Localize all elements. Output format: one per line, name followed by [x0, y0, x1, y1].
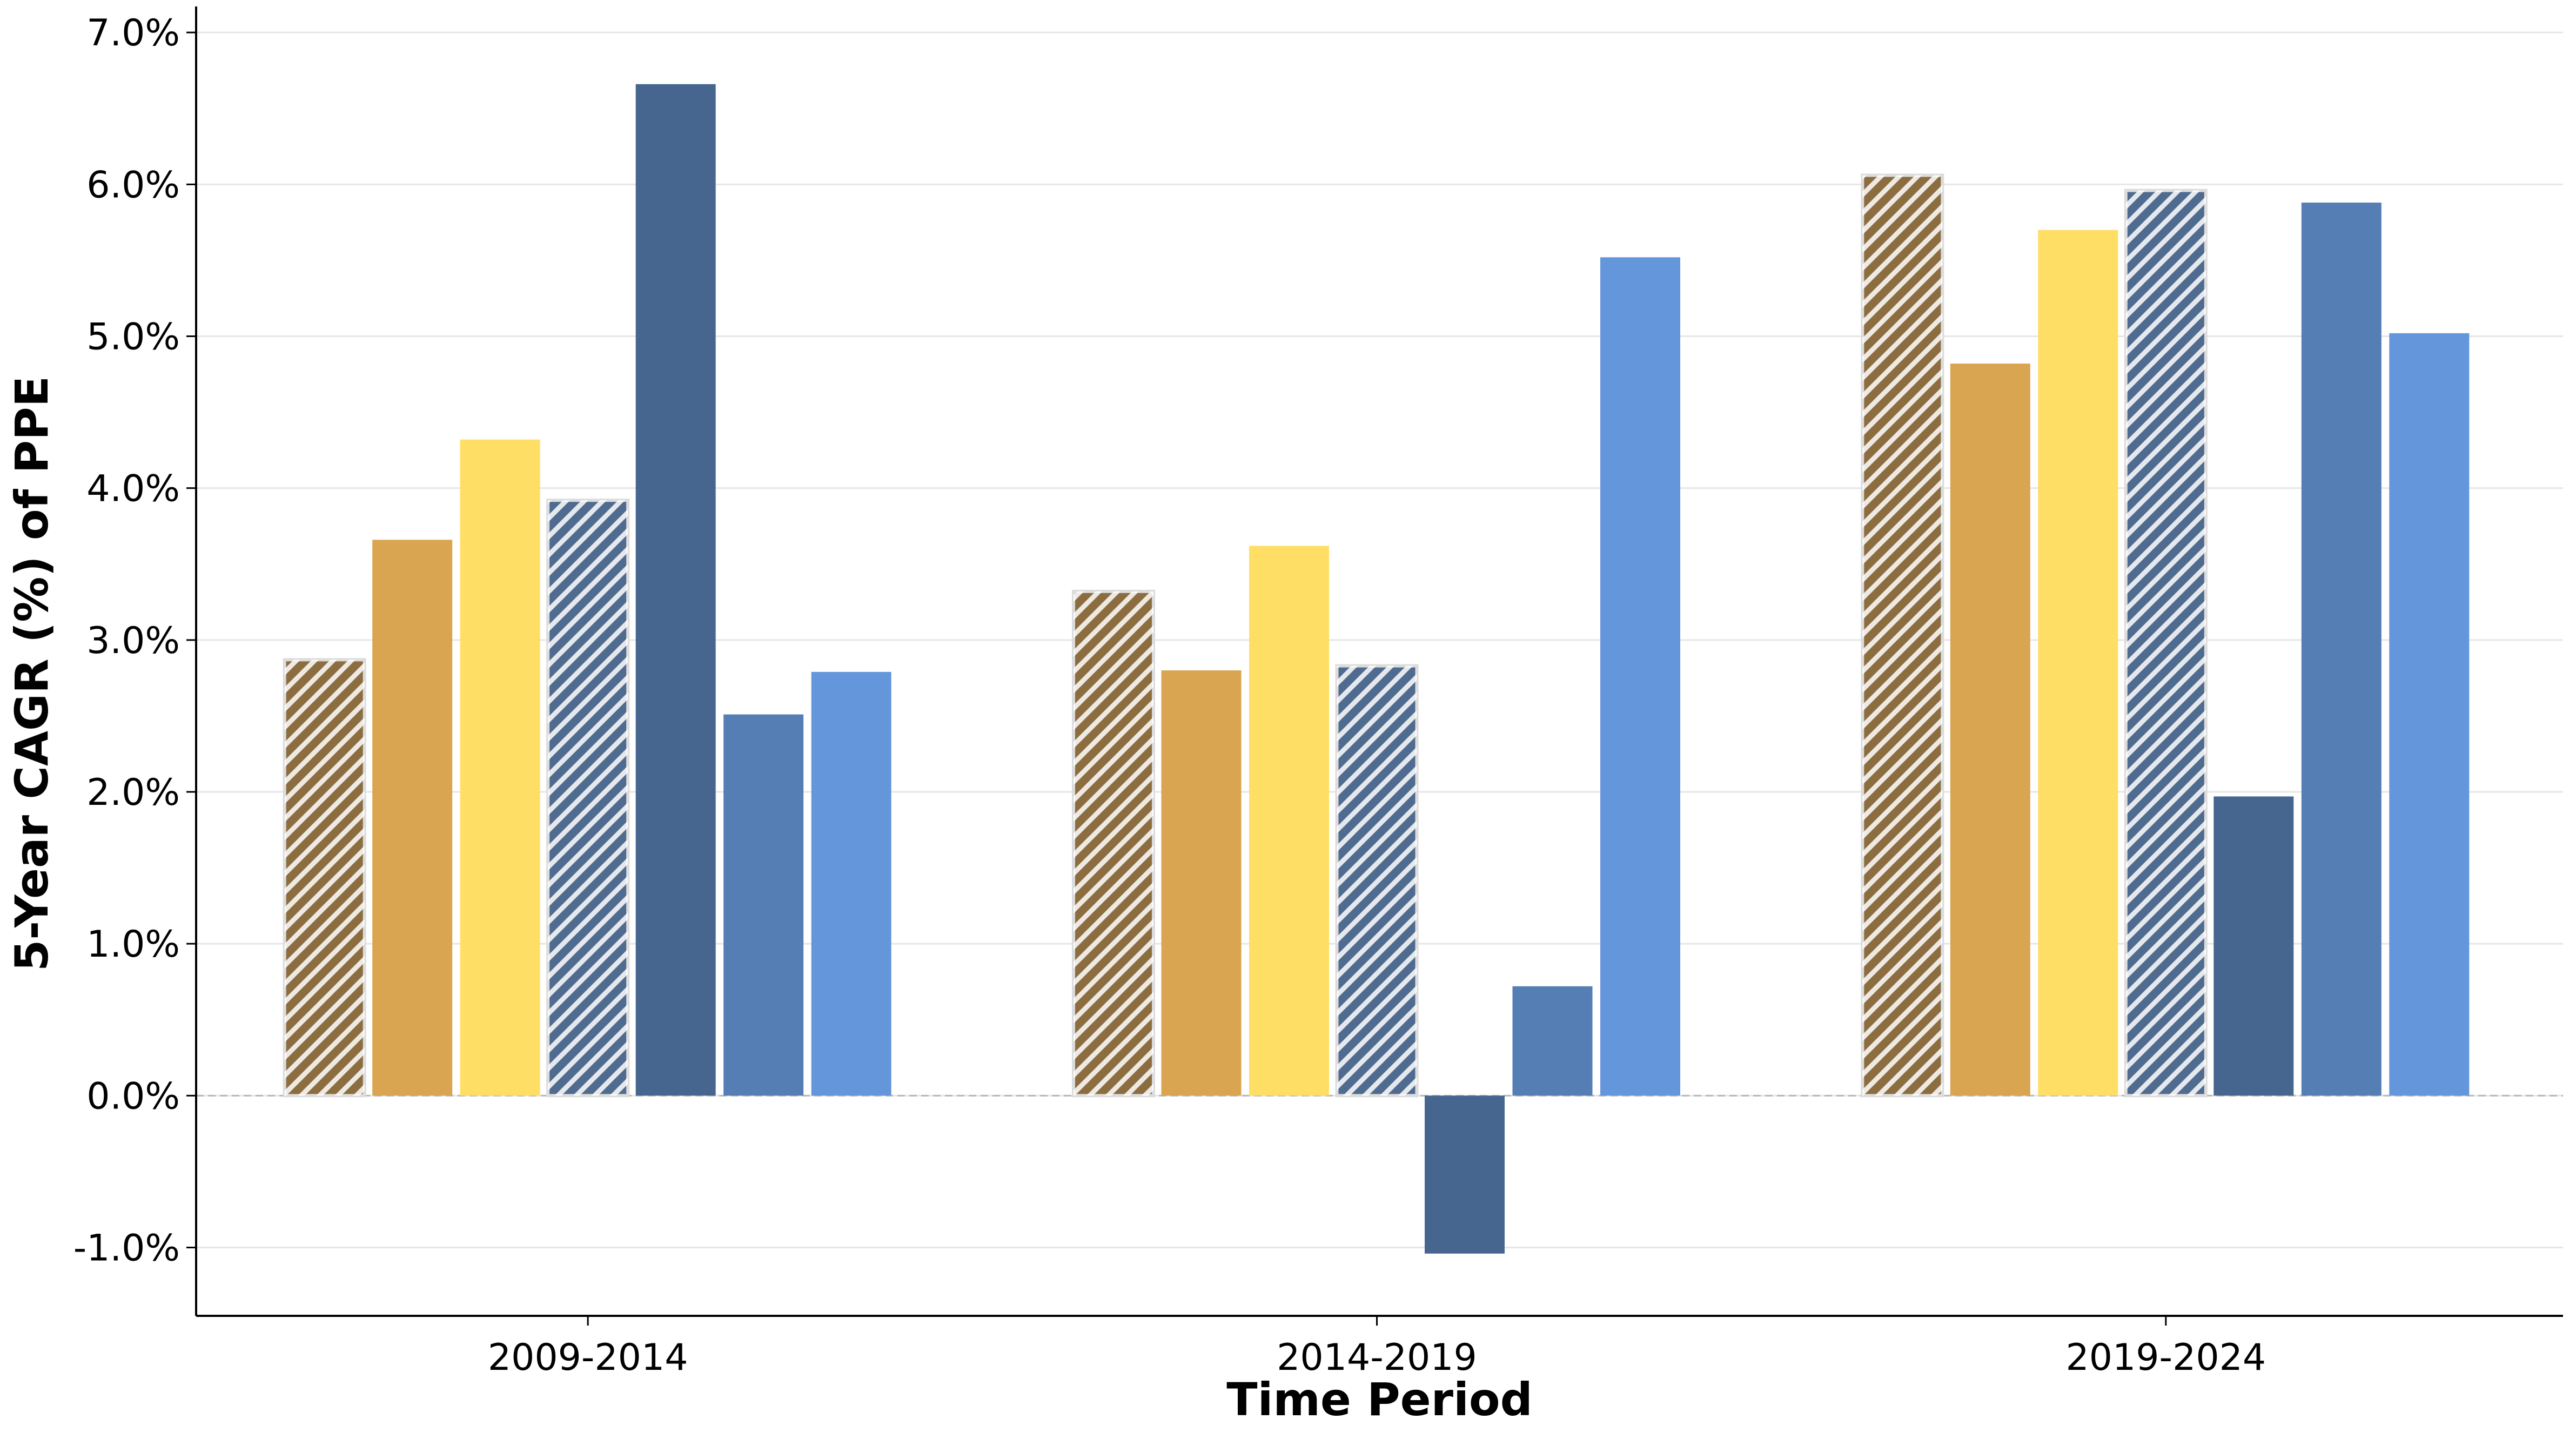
x-tick-label: 2014-2019	[1277, 1336, 1477, 1379]
x-tick-label: 2019-2024	[2066, 1336, 2266, 1379]
bar	[372, 540, 453, 1096]
bar	[1600, 257, 1680, 1096]
bar	[723, 714, 804, 1096]
bar	[1512, 986, 1593, 1096]
y-tick-label: -1.0%	[73, 1227, 180, 1269]
y-tick-label: 2.0%	[86, 771, 180, 814]
y-tick-label: 6.0%	[86, 164, 180, 206]
bar	[1425, 1095, 1505, 1254]
bar	[1950, 364, 2030, 1096]
bar	[1161, 670, 1242, 1096]
bar	[2213, 796, 2294, 1096]
bar	[1249, 546, 1329, 1096]
y-tick-label: 4.0%	[86, 468, 180, 510]
bar-hatch	[1074, 591, 1153, 1096]
y-tick-label: 0.0%	[86, 1075, 180, 1118]
bar-hatch	[1862, 175, 1943, 1096]
y-tick-label: 1.0%	[86, 923, 180, 966]
bar-hatch	[548, 500, 628, 1096]
y-tick-label: 7.0%	[86, 12, 180, 55]
x-tick-label: 2009-2014	[488, 1336, 688, 1379]
y-tick-label: 3.0%	[86, 620, 180, 662]
bar	[2301, 203, 2382, 1096]
y-axis-ticks: -1.0% 0.0% 1.0% 2.0% 3.0% 4.0% 5.0% 6.0% 7.0%	[73, 12, 196, 1269]
y-axis-title: 5-Year CAGR (%) of PPE	[5, 376, 58, 971]
bars	[283, 84, 2470, 1254]
bar	[2389, 333, 2470, 1096]
bar	[2038, 230, 2118, 1096]
bar-hatch	[1337, 665, 1417, 1096]
bar-hatch	[2125, 190, 2206, 1096]
bar	[460, 439, 540, 1096]
bar	[811, 671, 891, 1096]
y-tick-label: 5.0%	[86, 316, 180, 359]
x-axis-title: Time Period	[1226, 1373, 1532, 1426]
x-axis-ticks: 2009-2014 2014-2019 2019-2024	[488, 1316, 2266, 1379]
axes	[195, 6, 2563, 1317]
bar-hatch	[284, 660, 365, 1096]
bar	[635, 84, 716, 1096]
